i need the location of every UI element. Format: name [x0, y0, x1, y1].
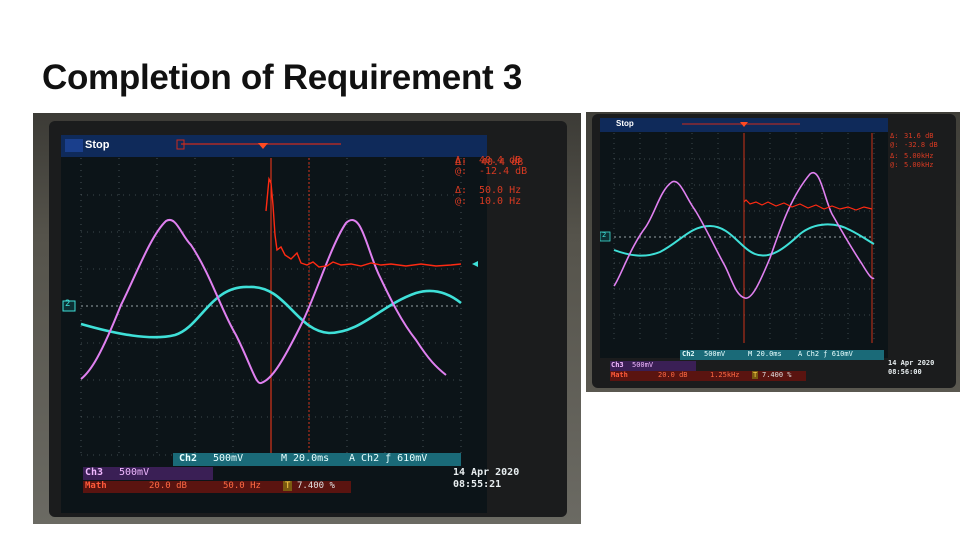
- run-indicator-icon: [65, 139, 83, 152]
- scope-display: [61, 135, 487, 456]
- math-fft-trace: [743, 199, 873, 211]
- math-label: Math: [85, 481, 107, 491]
- cursor-2-label: @:: [890, 141, 899, 149]
- ch2-label: Ch2: [682, 350, 695, 358]
- scope-display: [600, 118, 888, 343]
- trigger-readout: A Ch2 ƒ 610mV: [798, 350, 853, 358]
- ch2-marker-label: 2: [602, 231, 607, 239]
- ch3-label: Ch3: [611, 361, 624, 369]
- trigger-position-icon: [176, 139, 185, 150]
- status-bar: [61, 135, 487, 157]
- cursor-1-value: 31.6 dB: [904, 132, 934, 140]
- date-readout: 14 Apr 2020: [453, 467, 520, 478]
- math-scale: 20.0 dB: [149, 481, 187, 491]
- ch2-waveform: [80, 285, 462, 339]
- ch2-ground-marker: [600, 231, 611, 242]
- ch3-status-row: Ch3 500mV: [83, 467, 213, 480]
- math-frequency: 1.25kHz: [710, 371, 740, 379]
- cursor-1-label: Δ:: [455, 157, 468, 168]
- ch2-scale: 500mV: [213, 453, 244, 464]
- ch3-label: Ch3: [85, 467, 104, 478]
- ch3-status-row: Ch3 500mV: [610, 361, 696, 371]
- trigger-marker-icon: [258, 143, 268, 149]
- math-fft-trace: [265, 176, 462, 268]
- ch3-waveform: [80, 218, 447, 384]
- cursor-3-label: Δ:: [455, 185, 468, 196]
- date-readout: 14 Apr 2020: [888, 359, 935, 367]
- ch2-ground-marker: [62, 300, 76, 312]
- math-frequency: 50.0 Hz: [223, 481, 261, 491]
- math-status-row: Math 20.0 dB 50.0 Hz T 7.400 %: [83, 481, 351, 493]
- math-marker: T: [752, 371, 759, 379]
- cursor-1-label: Δ:: [455, 155, 468, 166]
- cursor-3-label: Δ:: [890, 152, 899, 160]
- run-state-label: Stop: [85, 139, 110, 151]
- ch3-waveform: [613, 171, 875, 299]
- time-readout: 08:56:00: [888, 368, 922, 376]
- cursor-2-label: @:: [455, 166, 468, 177]
- ch2-status-row: Ch2 500mV M 20.0ms A Ch2 ƒ 610mV: [680, 350, 884, 360]
- cursor-3-value: 5.00kHz: [904, 152, 934, 160]
- cursor-1-label: Δ:: [890, 132, 899, 140]
- cursor-3-value: 50.0 Hz: [479, 185, 522, 196]
- ch2-label: Ch2: [179, 453, 198, 464]
- ch2-status-row: Ch2 500mV M 20.0ms A Ch2 ƒ 610mV: [173, 453, 461, 466]
- cursor-1-value: 40.4 dB: [479, 155, 522, 166]
- math-percent: 7.400 %: [762, 371, 792, 379]
- math-label: Math: [611, 371, 628, 379]
- cursor-4-label: @:: [455, 196, 468, 207]
- time-readout: 08:55:21: [453, 479, 502, 490]
- math-marker: T: [283, 481, 293, 491]
- run-state-label: Stop: [616, 119, 634, 128]
- scope-screen: Stop 2 Δ: 40.4 dB: [61, 135, 523, 513]
- ch3-scale: 500mV: [119, 467, 150, 478]
- cursor-2-value: -12.4 dB: [479, 166, 528, 177]
- cursor-4-value: 10.0 Hz: [479, 196, 522, 207]
- math-status-row: Math 20.0 dB 1.25kHz T 7.400 %: [610, 371, 806, 381]
- trigger-readout: A Ch2 ƒ 610mV: [349, 453, 428, 464]
- oscilloscope-photo-side: Stop 2 Δ: 31.6 dB @: -32.8 dB Δ: 5.00kHz…: [586, 112, 960, 392]
- ch2-marker-label: 2: [65, 299, 71, 309]
- cursor-1-value: 40.4 dB: [481, 157, 524, 168]
- ch2-level-marker-icon: [472, 261, 478, 267]
- ch3-scale: 500mV: [632, 361, 654, 369]
- ch2-waveform: [613, 223, 875, 257]
- timebase-readout: M 20.0ms: [281, 453, 330, 464]
- slide-title: Completion of Requirement 3: [42, 58, 522, 97]
- scope-screen: Stop 2: [600, 118, 888, 358]
- trigger-marker-icon: [740, 122, 748, 127]
- timebase-readout: M 20.0ms: [748, 350, 782, 358]
- cursor-4-value: 5.00kHz: [904, 161, 934, 169]
- math-percent: 7.400 %: [297, 481, 335, 491]
- cursor-2-value: -32.8 dB: [904, 141, 938, 149]
- cursor-4-label: @:: [890, 161, 899, 169]
- math-scale: 20.0 dB: [658, 371, 688, 379]
- ch2-scale: 500mV: [704, 350, 726, 358]
- oscilloscope-photo-main: Stop 2 Δ: 40.4 dB Δ: 40.4 dB @: -12.4 dB…: [33, 113, 581, 524]
